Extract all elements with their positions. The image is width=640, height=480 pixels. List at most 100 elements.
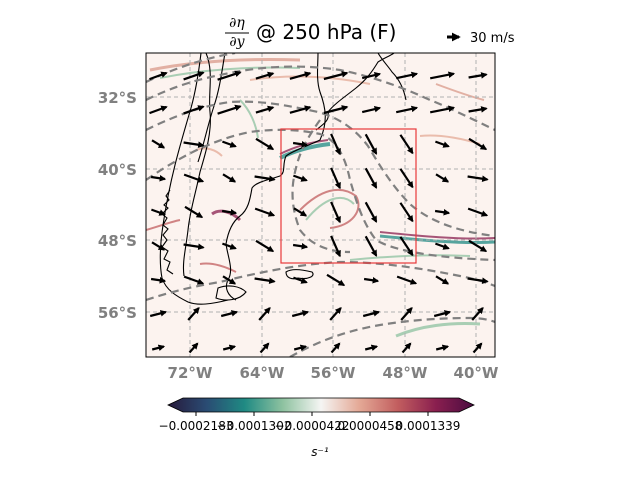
wind-vector [364,167,378,189]
wind-vector [184,205,204,219]
lat-axis-labels: 32°S 40°S 48°S 56°S [98,89,137,322]
wind-vector [221,208,238,216]
tierra-del-fuego [215,285,247,301]
wind-vector [364,235,378,257]
map-panel [145,52,496,358]
wind-vector [254,277,276,284]
wind-vector [435,173,450,183]
vorticity-gradient-field [146,57,495,338]
wind-vector [255,137,275,151]
wind-vector [429,105,456,114]
wind-vector [217,70,242,81]
lon-label: 72°W [168,364,213,382]
colorbar-tick-label: −0.0000422 [275,419,350,433]
lon-label: 40°W [454,364,499,382]
wind-vector [326,273,346,287]
contour-line [146,53,236,83]
wind-vector [183,141,205,148]
wind-vector [222,242,237,250]
colorbar-tick-label: 0.0001339 [396,419,461,433]
wind-vector [293,276,308,284]
wind-vector [151,139,166,149]
colorbar: −0.0002183 −0.0001302 −0.0000422 0.00004… [159,397,475,459]
wind-vector [291,310,310,318]
field-streak [195,147,223,157]
wind-vector [222,344,237,352]
wind-vector [434,208,451,216]
wind-vector [187,307,200,321]
lon-label: 56°W [311,364,356,382]
field-streak [239,99,259,139]
wind-vector [222,140,237,148]
wind-vector [292,242,309,250]
wind-vector [151,241,166,251]
wind-vector [255,105,275,114]
wind-vector [395,105,419,114]
wind-vector [188,342,199,354]
wind-vector [364,201,378,223]
wind-vector [435,242,450,250]
rio-de-la-plata-coast [315,53,395,131]
wind-vector [292,140,309,148]
wind-vector [183,105,205,115]
field-streak [305,196,355,221]
analysis-region-box [280,128,417,264]
wind-vector [330,235,341,258]
wind-vector [361,105,382,114]
wind-vector [468,239,488,253]
lat-label: 32°S [98,89,137,107]
wind-vector [149,71,168,81]
wind-vector [323,105,349,115]
field-streak [199,262,237,273]
title-denominator: ∂y [229,34,245,50]
wind-vector [222,173,237,183]
wind-vector [149,310,168,318]
wind-vector [468,72,488,79]
contour-line [146,65,495,131]
wind-vector [471,307,484,321]
wind-vector [400,307,413,321]
wind-vector [362,310,381,318]
wind-vector [259,342,270,354]
quiver-key-label: 30 m/s [470,31,515,46]
lat-label: 48°S [98,232,137,250]
wind-vector [220,310,239,318]
wind-vector [323,71,349,81]
wind-vector [468,137,488,151]
colorbar-tick-label: −0.0001302 [217,419,292,433]
quiver-key: 30 m/s [447,31,515,46]
wind-vector [293,174,308,182]
field-streak [149,57,301,72]
wind-vector [330,167,341,190]
wind-vector [467,277,489,284]
lat-label: 40°S [98,161,137,179]
wind-vector [399,168,414,189]
wind-vector [468,106,488,113]
chile-fjords [161,189,174,275]
lat-label: 56°S [98,304,137,322]
wind-vector [222,275,237,285]
wind-vector [330,201,341,224]
falkland-islands [285,269,314,280]
wind-vector [399,134,414,155]
wind-vector [183,243,205,250]
wind-vectors [149,70,489,354]
lon-label: 64°W [240,364,285,382]
wind-vector [435,140,450,148]
wind-vector [289,71,312,80]
wind-vector [258,307,271,321]
wind-vector [401,342,412,354]
field-streak [435,83,485,101]
contour-line [289,316,495,357]
wind-vector [289,105,312,114]
wind-vector [149,105,168,115]
map-frame [145,52,496,358]
wind-vector [399,236,414,257]
colorbar-tick-label: 0.0000458 [338,419,403,433]
field-streak [146,219,181,231]
wind-vector [364,344,379,352]
wind-vector [151,344,166,352]
wind-vector [396,275,418,285]
wind-vector [183,71,205,81]
